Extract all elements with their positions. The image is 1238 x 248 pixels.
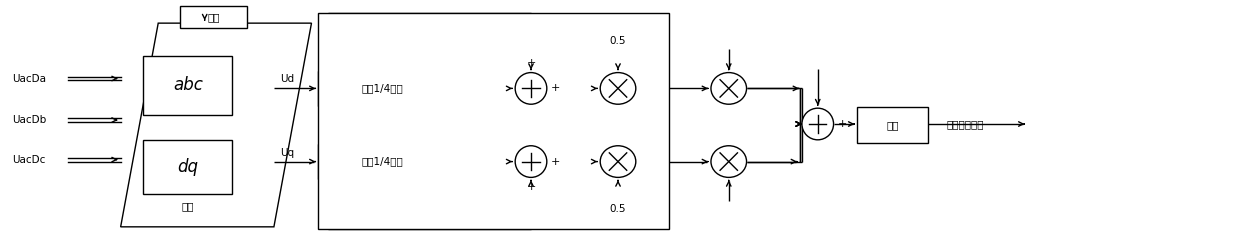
- Text: dq: dq: [177, 158, 198, 176]
- Bar: [144, 56, 233, 115]
- Polygon shape: [120, 23, 312, 227]
- Ellipse shape: [600, 73, 636, 104]
- Text: 0.5: 0.5: [610, 204, 626, 214]
- Text: 延时1/4周期: 延时1/4周期: [361, 156, 404, 167]
- Circle shape: [515, 73, 547, 104]
- Bar: [318, 71, 447, 106]
- Text: UacDa: UacDa: [12, 73, 46, 84]
- Ellipse shape: [600, 146, 636, 177]
- Text: 0.5: 0.5: [610, 36, 626, 46]
- Text: 正序电压模值: 正序电压模值: [946, 119, 984, 129]
- Text: abc: abc: [173, 76, 203, 94]
- Text: Uq: Uq: [280, 148, 293, 158]
- Bar: [857, 107, 928, 143]
- Text: UacDb: UacDb: [12, 115, 46, 125]
- Text: +: +: [551, 83, 560, 93]
- Text: +: +: [551, 156, 560, 167]
- Ellipse shape: [711, 146, 747, 177]
- Text: 延时1/4周期: 延时1/4周期: [361, 83, 404, 93]
- Text: +: +: [526, 58, 536, 68]
- Text: 开方: 开方: [886, 120, 899, 130]
- Text: UacDc: UacDc: [12, 155, 46, 165]
- Ellipse shape: [711, 73, 747, 104]
- Bar: [144, 140, 233, 194]
- Bar: [318, 144, 447, 179]
- Text: Ud: Ud: [280, 74, 293, 85]
- Circle shape: [515, 146, 547, 177]
- Text: 变换: 变换: [207, 12, 220, 22]
- Text: 正序: 正序: [182, 201, 194, 211]
- Bar: [318, 13, 670, 229]
- Text: +: +: [838, 119, 847, 129]
- Text: +: +: [526, 182, 536, 192]
- Circle shape: [802, 108, 833, 140]
- Bar: [180, 6, 248, 28]
